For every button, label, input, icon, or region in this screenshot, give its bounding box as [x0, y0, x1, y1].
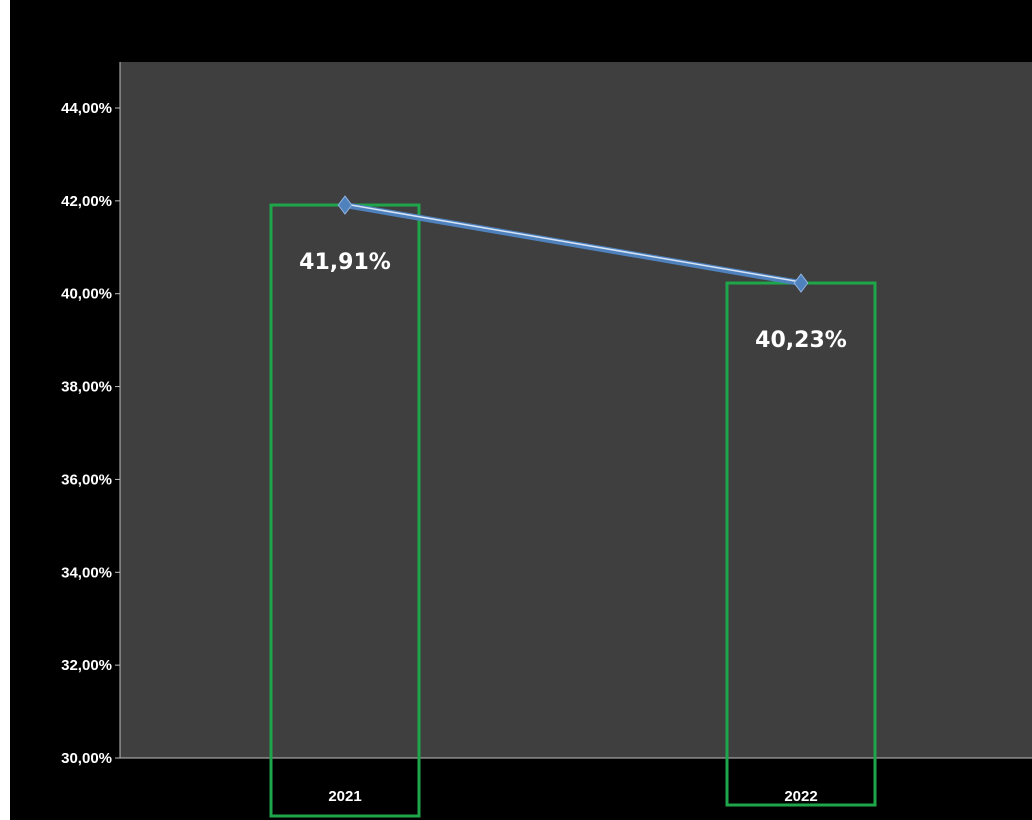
plot-area — [120, 62, 1032, 758]
series-line — [342, 202, 804, 287]
y-axis-ticks: 30,00% 32,00% 34,00% 36,00% 38,00% 40,00% 42,0… — [61, 100, 120, 767]
data-labels: 41,91% 40,23% — [299, 250, 847, 353]
x-axis-ticks: 2021 2022 — [328, 788, 817, 805]
y-tick-label: 40,00% — [61, 286, 112, 303]
y-tick-label: 32,00% — [61, 657, 112, 674]
data-point-marker — [337, 195, 353, 215]
y-tick-label: 30,00% — [61, 750, 112, 767]
data-markers — [337, 195, 809, 293]
x-tick-label: 2021 — [328, 788, 361, 805]
y-tick-label: 36,00% — [61, 471, 112, 488]
data-label: 41,91% — [299, 250, 391, 275]
line-chart: s 30,00% 32,00% 34,00% 36,00% 38,00% 40,00% 42… — [61, 0, 1032, 818]
y-tick-label: 34,00% — [61, 564, 112, 581]
series-line-group — [342, 202, 804, 287]
data-point-marker — [793, 273, 809, 293]
chart-title-fragment: s — [538, 0, 562, 16]
y-tick-label: 38,00% — [61, 379, 112, 396]
chart-frame: s 30,00% 32,00% 34,00% 36,00% 38,00% 40,00% 42… — [10, 0, 1032, 820]
y-tick-label: 42,00% — [61, 193, 112, 210]
series-line-highlight — [344, 203, 802, 283]
x-tick-label: 2022 — [784, 788, 817, 805]
y-tick-label: 44,00% — [61, 100, 112, 117]
data-label: 40,23% — [755, 328, 847, 353]
